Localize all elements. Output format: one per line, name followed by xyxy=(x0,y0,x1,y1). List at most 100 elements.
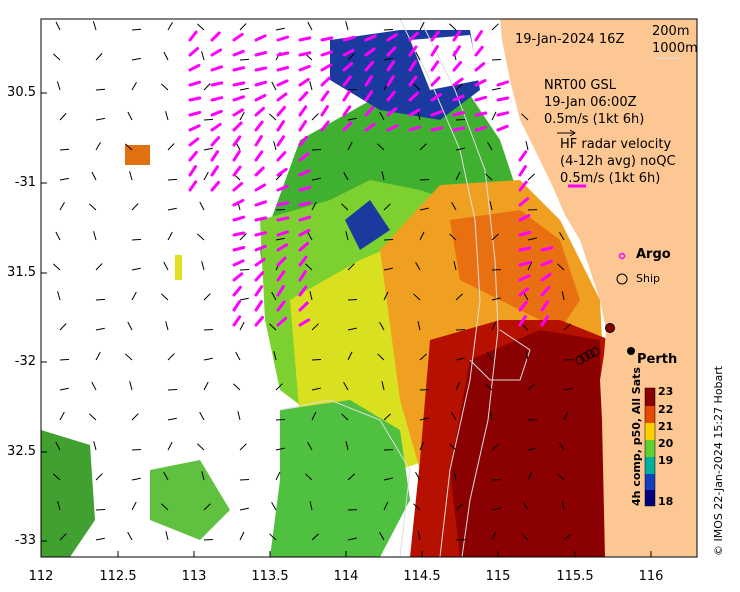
gsl-arrow xyxy=(59,201,65,211)
hf-arrow xyxy=(496,124,509,132)
gsl-arrow xyxy=(167,21,173,31)
ship-track xyxy=(575,347,600,365)
hf-arrow xyxy=(364,47,376,57)
hf-arrow xyxy=(254,200,267,207)
gsl-arrow xyxy=(521,533,529,541)
gsl-arrow xyxy=(558,442,565,451)
gsl-arrow xyxy=(167,207,177,211)
cb-tick-21: 21 xyxy=(658,420,674,433)
x-tick-112.5: 112.5 xyxy=(99,569,137,584)
datetime-label: 19-Jan-2024 16Z xyxy=(515,32,625,47)
gsl-arrow xyxy=(307,231,313,241)
gsl-arrow xyxy=(203,83,211,91)
gsl-arrow xyxy=(377,353,385,361)
gsl-arrow xyxy=(379,531,385,541)
gsl-arrow xyxy=(239,23,247,31)
gsl-arrow xyxy=(197,443,205,451)
hf-arrow xyxy=(232,272,244,282)
gsl-arrow xyxy=(273,351,277,361)
hf-arrow xyxy=(298,285,308,297)
hf-arrow xyxy=(364,75,373,87)
hf-arrow xyxy=(276,201,290,207)
gsl-arrow xyxy=(167,353,175,361)
hf-arrow xyxy=(342,62,354,72)
gsl-arrow xyxy=(309,501,313,511)
gsl-arrow xyxy=(167,178,178,181)
hf-arrow xyxy=(254,135,263,147)
isobaths xyxy=(279,19,531,557)
gsl-arrow xyxy=(131,291,137,301)
hf-title: HF radar velocity xyxy=(560,137,672,152)
hf-arrow xyxy=(298,318,311,327)
hf-arrow xyxy=(452,30,462,42)
gsl-arrow xyxy=(275,237,285,241)
hf-arrow xyxy=(210,31,221,42)
gsl-arrow xyxy=(525,351,529,361)
gsl-arrow xyxy=(455,503,464,511)
gsl-arrow xyxy=(449,233,457,241)
gsl-arrow xyxy=(273,141,277,151)
hf-arrow xyxy=(474,95,488,102)
gsl-arrow xyxy=(341,203,349,211)
gsl-arrow xyxy=(239,321,245,331)
gsl-arrow xyxy=(419,417,429,421)
gsl-arrow xyxy=(345,441,349,451)
hf-arrow xyxy=(364,34,377,42)
gsl-arrow xyxy=(383,29,394,31)
gsl-arrow xyxy=(89,413,97,421)
gsl-arrow xyxy=(167,231,173,241)
hf-arrow xyxy=(254,80,268,87)
hf-arrow xyxy=(452,126,466,132)
hf-arrow xyxy=(210,48,223,57)
gsl-arrow xyxy=(383,291,389,301)
hf-arrow xyxy=(188,47,200,57)
hf-arrow xyxy=(276,105,286,117)
axis-ticks xyxy=(40,92,652,557)
gsl-arrow xyxy=(419,441,425,451)
hf-arrow xyxy=(342,75,352,87)
hf-arrow xyxy=(386,124,399,132)
gsl-arrow xyxy=(523,291,529,301)
hf-arrow xyxy=(298,169,311,177)
hf-arrow xyxy=(188,165,197,177)
hf-arrow xyxy=(276,256,287,267)
gsl-arrow xyxy=(383,501,389,511)
y-tick-30.5: 30.5 xyxy=(7,85,36,100)
gsl-arrow xyxy=(347,351,353,361)
x-tick-115.5: 115.5 xyxy=(556,569,594,584)
gsl-arrow xyxy=(415,261,421,271)
gsl-arrow xyxy=(559,231,565,241)
hf-arrow xyxy=(430,126,444,132)
gsl-arrow xyxy=(59,113,67,121)
hf-arrow xyxy=(540,300,550,312)
credit-label: © IMOS 22-Jan-2024 15:27 Hobart xyxy=(712,365,725,556)
hf-arrow xyxy=(342,121,353,132)
hf-arrow xyxy=(232,81,246,87)
gsl-arrow xyxy=(381,381,385,391)
gsl-arrow xyxy=(347,473,355,481)
gsl-arrow xyxy=(419,143,427,151)
hf-arrow xyxy=(276,120,285,132)
hf-arrow xyxy=(408,108,421,117)
hf-arrow xyxy=(232,150,241,162)
hf-arrow xyxy=(276,151,287,162)
hf-arrow xyxy=(518,260,532,267)
depth-1000-label: 1000m xyxy=(652,41,698,56)
gsl-arrow xyxy=(413,293,421,301)
hf-arrow xyxy=(298,255,308,267)
gsl-arrow xyxy=(311,533,319,541)
gsl-arrow xyxy=(165,321,169,331)
gsl-arrow xyxy=(127,531,133,541)
gsl-arrow xyxy=(381,171,385,181)
hf-arrow xyxy=(320,90,330,102)
gsl-arrow xyxy=(453,471,457,481)
hf-arrow xyxy=(232,121,243,132)
hf-arrow xyxy=(232,315,242,327)
gsl-arrow xyxy=(239,507,249,511)
gsl-arrow xyxy=(383,477,393,481)
hf-arrow xyxy=(254,285,264,297)
gsl-arrow xyxy=(307,441,313,451)
hf-arrow xyxy=(276,51,290,57)
hf-arrow xyxy=(232,49,245,57)
gsl-arrow xyxy=(521,113,529,121)
